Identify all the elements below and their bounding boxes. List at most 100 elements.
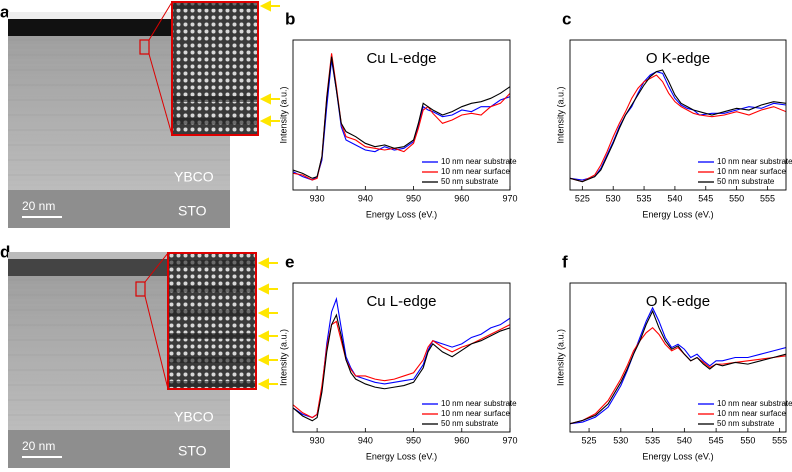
defect-band [169, 357, 255, 363]
arrow [257, 283, 278, 295]
plot-frame [292, 282, 511, 433]
panel-letter: a [0, 2, 10, 21]
zoom-box [139, 39, 150, 55]
chart-title: Cu L-edge [366, 293, 436, 310]
plot-frame [292, 39, 511, 191]
surface-edge [8, 12, 230, 19]
material-label: STO [178, 203, 207, 219]
defect-band [169, 260, 255, 266]
arrow [257, 330, 278, 342]
substrate [8, 190, 230, 228]
defect-band [169, 286, 255, 292]
x-tick-label: 540 [667, 193, 682, 203]
plot-frame [569, 39, 787, 191]
arrow [257, 307, 278, 319]
panel-letter: c [562, 9, 571, 28]
zoom-line [144, 295, 169, 390]
spectrum-line [570, 74, 786, 183]
x-tick-label: 545 [709, 435, 724, 445]
x-tick-label: 555 [772, 435, 787, 445]
arrow [257, 378, 278, 390]
inset-image [171, 1, 259, 136]
legend-label: 10 nm near substrate [441, 399, 517, 408]
panel-letter: f [562, 252, 568, 271]
x-axis-label: Energy Loss (eV.) [642, 451, 713, 461]
legend-label: 50 nm substrate [717, 419, 775, 428]
panel-letter: e [285, 252, 294, 271]
x-tick-label: 970 [502, 193, 517, 203]
spectrum-line [570, 71, 786, 181]
x-tick-label: 555 [760, 193, 775, 203]
x-tick-label: 940 [358, 435, 373, 445]
spectrum-line [570, 306, 786, 425]
material-label: STO [178, 443, 207, 459]
spectrum-line [293, 320, 510, 419]
arrow [259, 0, 280, 12]
x-tick-label: 525 [575, 193, 590, 203]
legend-label: 50 nm substrate [717, 177, 775, 186]
x-tick-label: 545 [698, 193, 713, 203]
inset-image [167, 252, 257, 390]
x-tick-label: 930 [310, 435, 325, 445]
x-tick-label: 950 [406, 435, 421, 445]
x-tick-label: 525 [582, 435, 597, 445]
legend-label: 10 nm near substrate [717, 399, 792, 408]
arrow [259, 115, 280, 127]
legend-label: 50 nm substrate [441, 419, 499, 428]
x-tick-label: 940 [358, 193, 373, 203]
scale-bar-label: 20 nm [22, 439, 55, 453]
arrow [257, 354, 278, 366]
legend-label: 50 nm substrate [441, 177, 499, 186]
arrow [259, 93, 280, 105]
defect-band [169, 333, 255, 339]
legend-label: 10 nm near surface [717, 167, 786, 176]
spectrum-line [293, 313, 510, 422]
spectrum-line [293, 56, 510, 179]
spectrum-line [293, 59, 510, 181]
defect-band [169, 310, 255, 316]
zoom-line [144, 252, 169, 283]
spectrum-line [570, 309, 786, 425]
legend-label: 10 nm near substrate [717, 157, 792, 166]
x-tick-label: 930 [310, 193, 325, 203]
plot-frame [569, 282, 787, 433]
defect-band [169, 381, 255, 387]
arrow [257, 257, 278, 269]
material-label: YBCO [174, 169, 214, 185]
x-tick-label: 530 [606, 193, 621, 203]
chart-title: O K-edge [646, 50, 710, 67]
panel-letter: d [0, 242, 10, 261]
x-tick-label: 960 [454, 193, 469, 203]
x-axis-label: Energy Loss (eV.) [642, 209, 713, 219]
legend-label: 10 nm near surface [441, 409, 510, 418]
chart-title: O K-edge [646, 293, 710, 310]
chart-title: Cu L-edge [366, 50, 436, 67]
zoom-line [148, 53, 173, 136]
x-tick-label: 540 [677, 435, 692, 445]
spectrum-line [570, 69, 786, 183]
panel-letter: b [285, 9, 295, 28]
legend-label: 10 nm near substrate [441, 157, 517, 166]
legend-label: 10 nm near surface [717, 409, 786, 418]
surface-edge [8, 252, 230, 259]
x-axis-label: Energy Loss (eV.) [366, 451, 437, 461]
x-tick-label: 535 [637, 193, 652, 203]
defect-band [173, 3, 257, 9]
material-label: YBCO [174, 409, 214, 425]
scale-bar-label: 20 nm [22, 199, 55, 213]
y-axis-label: Intensity (a.u.) [555, 329, 565, 386]
x-tick-label: 970 [502, 435, 517, 445]
y-axis-label: Intensity (a.u.) [278, 86, 288, 143]
x-tick-label: 550 [740, 435, 755, 445]
x-tick-label: 530 [613, 435, 628, 445]
x-tick-label: 550 [729, 193, 744, 203]
y-axis-label: Intensity (a.u.) [278, 329, 288, 386]
x-axis-label: Energy Loss (eV.) [366, 209, 437, 219]
legend-label: 10 nm near surface [441, 167, 510, 176]
zoom-line [148, 1, 173, 41]
x-tick-label: 960 [454, 435, 469, 445]
x-tick-label: 950 [406, 193, 421, 203]
x-tick-label: 535 [645, 435, 660, 445]
defect-band [173, 96, 257, 102]
